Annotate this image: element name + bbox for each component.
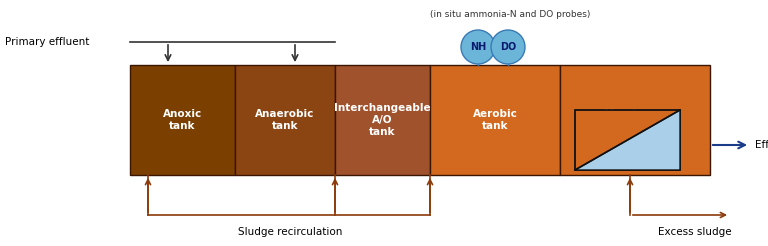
Bar [560, 65, 710, 175]
Text: Aerobic
tank: Aerobic tank [472, 109, 518, 131]
Text: NH: NH [470, 42, 486, 52]
Text: Excess sludge: Excess sludge [658, 227, 732, 237]
Ellipse shape [491, 30, 525, 64]
Polygon shape [575, 110, 680, 170]
Text: Membrane
tank: Membrane tank [604, 109, 667, 131]
Text: (in situ ammonia-N and DO probes): (in situ ammonia-N and DO probes) [430, 10, 590, 19]
Bar [130, 65, 235, 175]
Bar [235, 65, 335, 175]
Text: Sludge recirculation: Sludge recirculation [238, 227, 343, 237]
Bar [335, 65, 430, 175]
Bar [575, 110, 680, 170]
Text: Anoxic
tank: Anoxic tank [163, 109, 202, 131]
Text: DO: DO [500, 42, 516, 52]
Text: Primary effluent: Primary effluent [5, 37, 89, 47]
Text: Effluent: Effluent [755, 140, 768, 150]
Ellipse shape [461, 30, 495, 64]
Text: Interchangeable
A/O
tank: Interchangeable A/O tank [334, 103, 431, 137]
Text: Anaerobic
tank: Anaerobic tank [255, 109, 315, 131]
Bar [430, 65, 560, 175]
